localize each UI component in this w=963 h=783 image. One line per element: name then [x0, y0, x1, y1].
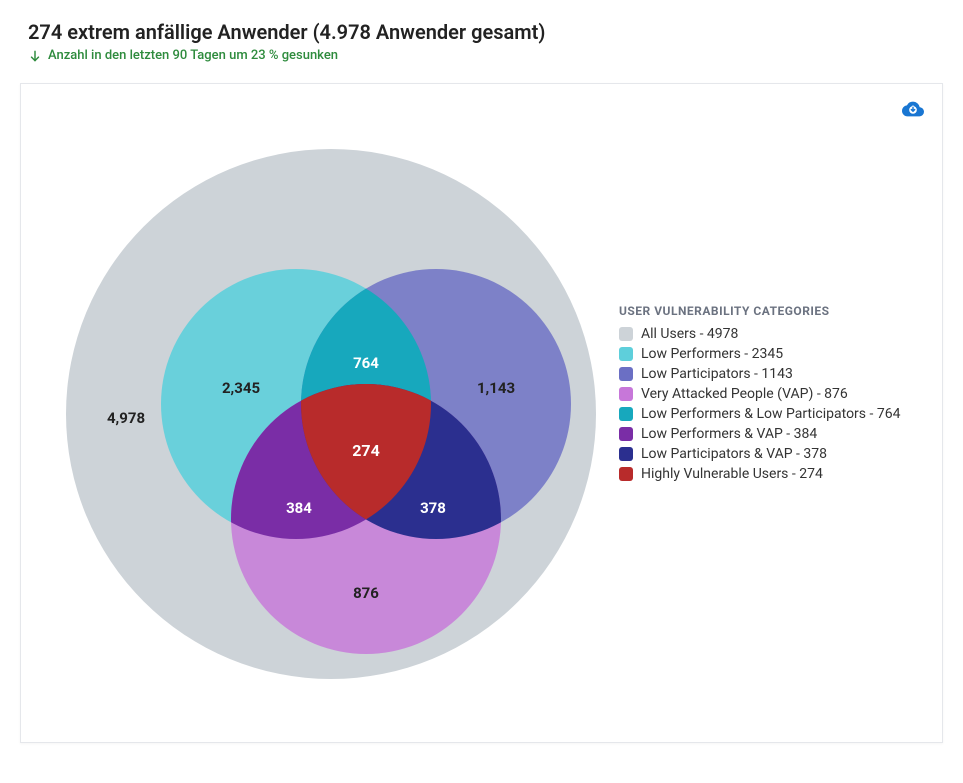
- chart-area: 4,978 2,345 1,143 876 764 384 378 274 USER VULN…: [41, 104, 922, 722]
- legend-swatch: [619, 367, 633, 381]
- legend-item-all: All Users - 4978: [619, 324, 900, 344]
- legend-swatch: [619, 387, 633, 401]
- svg-text:876: 876: [353, 584, 379, 602]
- svg-text:378: 378: [420, 499, 446, 517]
- legend: USER VULNERABILITY CATEGORIES All Users …: [619, 304, 900, 484]
- legend-label: Low Participators - 1143: [641, 366, 793, 382]
- legend-swatch: [619, 407, 633, 421]
- legend-item-lpart: Low Participators - 1143: [619, 364, 900, 384]
- svg-text:2,345: 2,345: [222, 379, 260, 397]
- legend-label: Low Performers & Low Participators - 764: [641, 406, 900, 422]
- legend-item-lperf: Low Performers - 2345: [619, 344, 900, 364]
- trend-subtitle: Anzahl in den letzten 90 Tagen um 23 % g…: [28, 48, 943, 63]
- header: 274 extrem anfällige Anwender (4.978 Anw…: [28, 20, 943, 63]
- legend-label: Low Participators & VAP - 378: [641, 446, 827, 462]
- chart-card: 4,978 2,345 1,143 876 764 384 378 274 USER VULN…: [20, 83, 943, 743]
- legend-label: All Users - 4978: [641, 326, 738, 342]
- legend-swatch: [619, 447, 633, 461]
- legend-label: Highly Vulnerable Users - 274: [641, 466, 823, 482]
- legend-label: Very Attacked People (VAP) - 876: [641, 386, 848, 402]
- legend-item-vap: Very Attacked People (VAP) - 876: [619, 384, 900, 404]
- svg-text:4,978: 4,978: [107, 409, 145, 427]
- legend-swatch: [619, 427, 633, 441]
- legend-swatch: [619, 347, 633, 361]
- venn-diagram: 4,978 2,345 1,143 876 764 384 378 274: [41, 104, 621, 724]
- legend-item-hvu: Highly Vulnerable Users - 274: [619, 464, 900, 484]
- trend-down-icon: [28, 49, 42, 63]
- legend-item-lpart_vap: Low Participators & VAP - 378: [619, 444, 900, 464]
- legend-label: Low Performers & VAP - 384: [641, 426, 817, 442]
- svg-text:384: 384: [286, 499, 312, 517]
- legend-swatch: [619, 327, 633, 341]
- legend-title: USER VULNERABILITY CATEGORIES: [619, 304, 900, 318]
- legend-label: Low Performers - 2345: [641, 346, 783, 362]
- legend-items: All Users - 4978 Low Performers - 2345 Low…: [619, 324, 900, 484]
- legend-item-lperf_vap: Low Performers & VAP - 384: [619, 424, 900, 444]
- legend-swatch: [619, 467, 633, 481]
- svg-text:764: 764: [353, 354, 379, 372]
- svg-text:1,143: 1,143: [477, 379, 515, 397]
- legend-item-lperf_lpart: Low Performers & Low Participators - 764: [619, 404, 900, 424]
- page-title: 274 extrem anfällige Anwender (4.978 Anw…: [28, 20, 943, 44]
- trend-text: Anzahl in den letzten 90 Tagen um 23 % g…: [48, 48, 338, 63]
- svg-text:274: 274: [352, 441, 380, 460]
